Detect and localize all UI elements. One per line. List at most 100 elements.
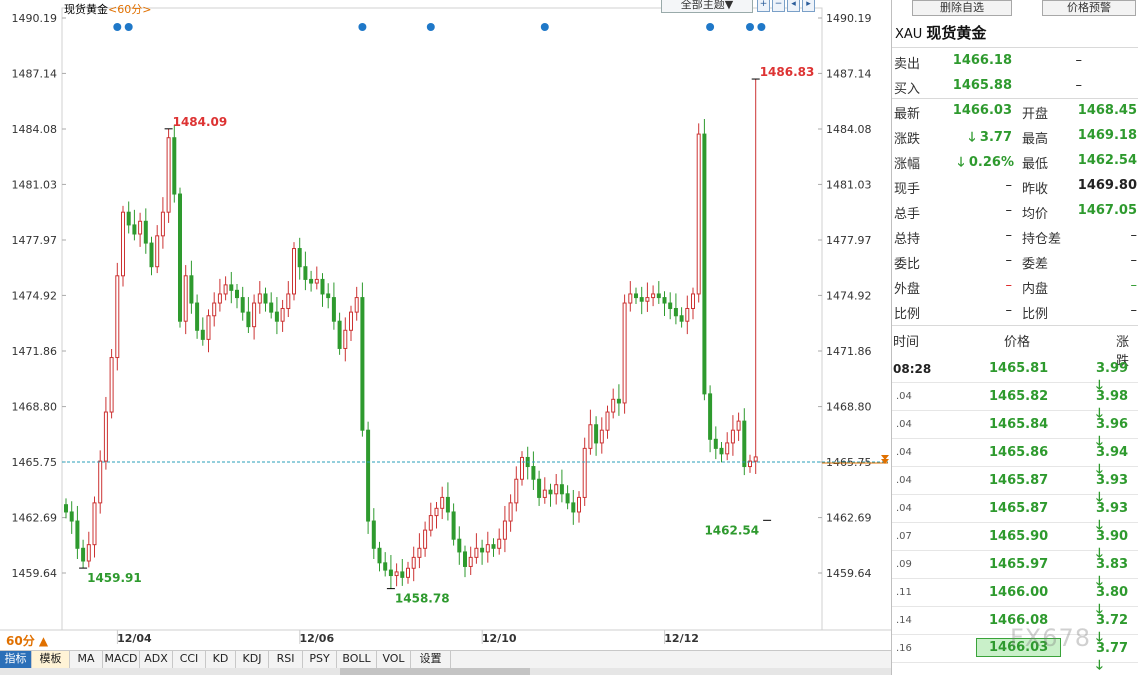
- candle-up: [622, 302, 627, 404]
- period-selector[interactable]: 60分 ▲: [6, 634, 49, 648]
- candle-down: [81, 547, 86, 562]
- avg-label: 均价: [1022, 207, 1049, 222]
- candle-up: [115, 275, 120, 359]
- buy-row: 买入 1465.88 –: [892, 76, 1138, 100]
- hold-diff-label: 持仓差: [1022, 232, 1062, 247]
- total-row: 总手 – 均价 1467.05: [892, 201, 1138, 225]
- x-tick-label: 12/10: [482, 632, 517, 645]
- tab-ma[interactable]: MA: [70, 651, 103, 668]
- candle-down: [656, 293, 661, 299]
- kline-chart-area[interactable]: 1490.19 1490.19 1487.14 1487.14 1484.08 1484.…: [0, 0, 892, 675]
- low-value: 1462.54: [1077, 153, 1137, 168]
- event-marker-dot: [358, 23, 367, 31]
- tab-settings[interactable]: 设置: [411, 651, 451, 668]
- pct-label: 涨幅: [894, 157, 921, 172]
- arrow-down-icon: 🡓: [1096, 490, 1103, 505]
- candle-up: [440, 496, 445, 509]
- tab-macd[interactable]: MACD: [103, 651, 140, 668]
- candle-up: [508, 502, 513, 522]
- candle-up: [628, 293, 633, 304]
- tab-template[interactable]: 模板: [32, 651, 70, 668]
- period-label: <60分>: [108, 3, 152, 16]
- tick-time: .04: [896, 447, 912, 458]
- tick-row: .16 1466.03 3.77 🡓: [892, 635, 1138, 673]
- tab-psy[interactable]: PSY: [303, 651, 337, 668]
- candle-up: [86, 544, 91, 562]
- candle-up: [685, 307, 690, 322]
- tick-change: 3.93 🡓: [1096, 473, 1138, 510]
- tick-change: 3.77 🡓: [1096, 641, 1138, 675]
- theme-select-button[interactable]: 全部主题▼: [661, 0, 753, 13]
- candle-down: [702, 133, 707, 395]
- chart-scrollbar-thumb[interactable]: [340, 668, 530, 675]
- tab-kdj[interactable]: KDJ: [236, 651, 269, 668]
- remove-watchlist-button[interactable]: 删除自选: [912, 0, 1012, 16]
- tab-indicators[interactable]: 指标: [0, 651, 32, 668]
- order-diff-value: –: [1130, 253, 1138, 268]
- hold-diff-value: –: [1130, 228, 1138, 243]
- hand-row: 现手 – 昨收 1469.80: [892, 176, 1138, 200]
- candle-down: [719, 447, 724, 455]
- candle-down: [64, 504, 68, 513]
- panel-divider: [891, 0, 892, 675]
- tick-change-value: 3.90: [1096, 529, 1129, 544]
- price-alert-button[interactable]: 价格预警: [1042, 0, 1136, 16]
- candle-down: [594, 424, 599, 444]
- candle-down: [400, 571, 405, 578]
- candle-down: [132, 224, 137, 235]
- candle-up: [160, 211, 165, 237]
- candle-down: [679, 315, 684, 322]
- right-icon[interactable]: ▸: [802, 0, 815, 12]
- tick-header-price: 价格: [1004, 335, 1031, 350]
- tab-boll[interactable]: BOLL: [337, 651, 377, 668]
- tick-price: 1465.90: [989, 529, 1049, 544]
- tick-price: 1465.87: [989, 501, 1049, 516]
- tab-adx[interactable]: ADX: [140, 651, 173, 668]
- candle-down: [149, 242, 154, 268]
- candle-down: [309, 278, 314, 284]
- y-tick-label-right: 1459.64: [826, 567, 872, 580]
- tab-rsi[interactable]: RSI: [269, 651, 303, 668]
- tick-row: .04 1465.82 3.98 🡓: [892, 383, 1138, 421]
- total-value: –: [1005, 203, 1013, 218]
- inner-label: 内盘: [1022, 282, 1049, 297]
- candle-up: [138, 220, 143, 235]
- arrow-down-icon: 🡓: [1096, 658, 1103, 673]
- tick-change-value: 3.72: [1096, 613, 1129, 628]
- kline-chart[interactable]: 1490.19 1490.19 1487.14 1487.14 1484.08 1484.…: [0, 0, 892, 650]
- event-marker-dot: [426, 23, 435, 31]
- tab-vol[interactable]: VOL: [377, 651, 411, 668]
- prop-value: –: [1005, 303, 1013, 318]
- minus-icon[interactable]: −: [772, 0, 785, 12]
- event-marker-dot: [540, 23, 549, 31]
- candle-down: [235, 289, 239, 299]
- y-tick-label-left: 1459.64: [12, 567, 58, 580]
- candle-down: [491, 544, 496, 549]
- tab-cci[interactable]: CCI: [173, 651, 206, 668]
- candle-up: [166, 137, 171, 213]
- left-icon[interactable]: ◂: [787, 0, 800, 12]
- tick-time: 08:28: [893, 362, 932, 376]
- y-tick-label-left: 1462.69: [12, 512, 58, 525]
- tick-time: .04: [896, 503, 912, 514]
- arrow-down-icon: 🡓: [1096, 406, 1103, 421]
- tick-time: .16: [896, 643, 912, 654]
- candle-up: [394, 571, 399, 577]
- pct-row: 涨幅 🡓 0.26% 最低 1462.54: [892, 151, 1138, 175]
- tick-time: .04: [896, 391, 912, 402]
- arrow-down-icon: 🡓: [968, 130, 980, 145]
- tick-change: 3.93 🡓: [1096, 501, 1138, 538]
- tick-price: 1465.84: [989, 417, 1049, 432]
- y-tick-label-left: 1484.08: [12, 123, 58, 136]
- change-label: 涨跌: [894, 132, 921, 147]
- plus-icon[interactable]: +: [757, 0, 770, 12]
- hold-value: –: [1005, 228, 1013, 243]
- candle-up: [314, 278, 319, 284]
- candle-down: [639, 297, 644, 302]
- y-tick-label-left: 1471.86: [12, 345, 58, 358]
- low-label: 最低: [1022, 157, 1049, 172]
- prev-close-value: 1469.80: [1077, 178, 1137, 193]
- tab-kd[interactable]: KD: [206, 651, 236, 668]
- candle-down: [537, 478, 542, 498]
- tick-change-value: 3.99: [1096, 361, 1129, 376]
